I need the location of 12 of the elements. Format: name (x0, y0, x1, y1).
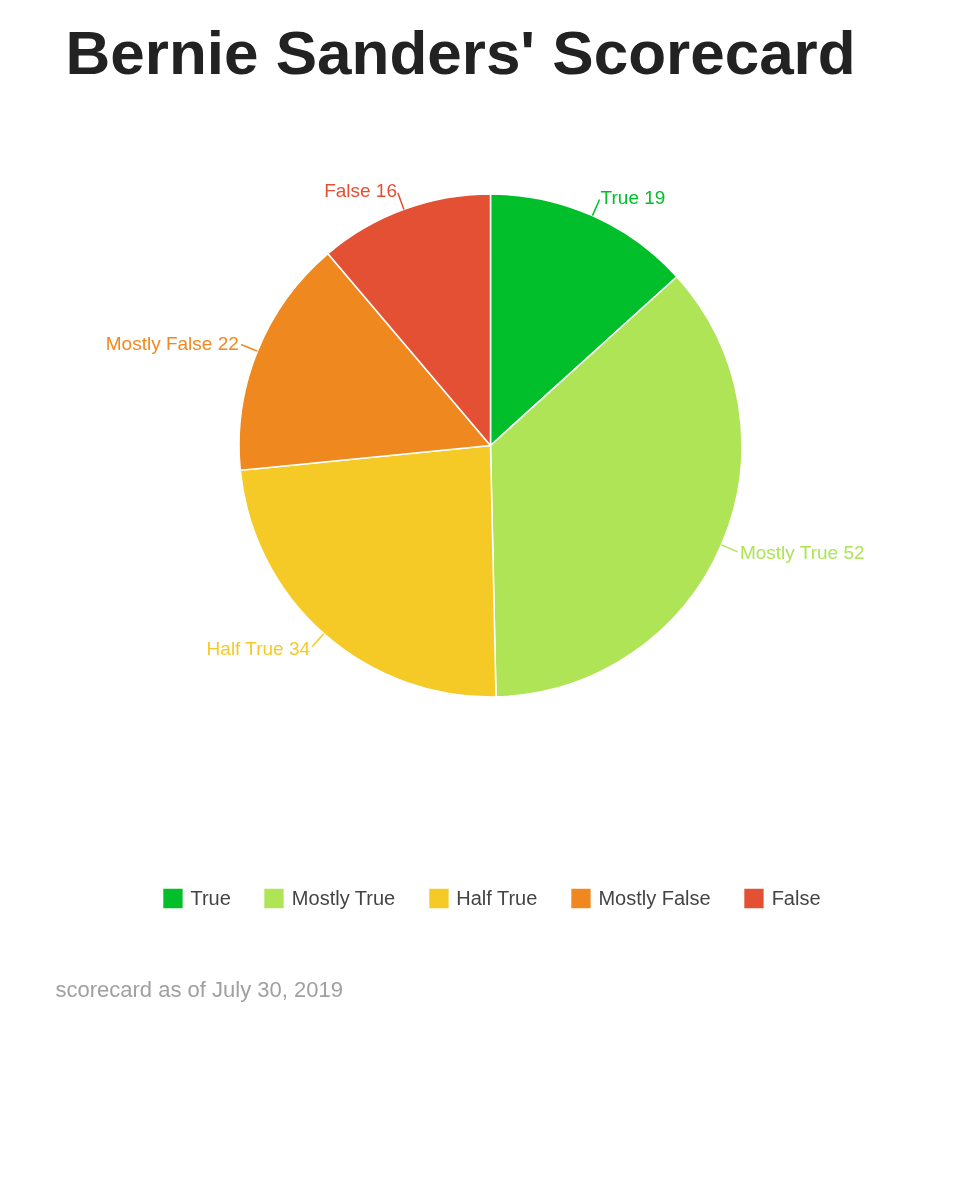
chart-title: Bernie Sanders' Scorecard (65, 17, 856, 87)
data-label: True 19 (600, 186, 666, 208)
data-label: Mostly False 22 (105, 333, 239, 355)
legend-label: Half True (456, 886, 538, 910)
data-label: False 16 (324, 180, 398, 202)
legend-label: False (771, 886, 821, 910)
legend-label: Mostly True (291, 886, 396, 910)
data-label: Mostly True 52 (739, 542, 865, 564)
legend-label: Mostly False (598, 886, 711, 910)
data-label: Half True 34 (206, 638, 311, 660)
text: scorecard as of July 30, 2019 (55, 976, 343, 1002)
legend-label: True (190, 886, 231, 910)
